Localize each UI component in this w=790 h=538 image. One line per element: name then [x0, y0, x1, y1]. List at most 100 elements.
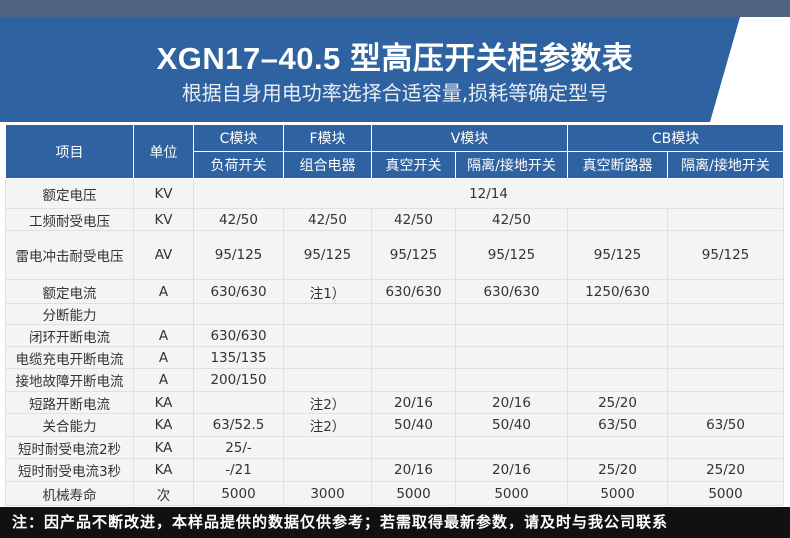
- spec-table: 项目 单位 C模块 F模块 V模块 CB模块 负荷开关 组合电器 真空开关 隔离…: [5, 124, 785, 506]
- table-row: 短时耐受电流3秒 KA -/21 20/16 20/16 25/20 25/20: [5, 458, 785, 482]
- table-row: 短路开断电流 KA 注2） 20/16 20/16 25/20: [5, 391, 785, 414]
- row-value: 5000: [567, 481, 669, 506]
- row-value: 20/16: [454, 391, 569, 414]
- table-row: 接地故障开断电流 A 200/150: [5, 368, 785, 392]
- row-value: 95/125: [567, 230, 669, 280]
- row-value: [667, 279, 785, 304]
- row-unit: KV: [133, 178, 194, 209]
- row-value: 135/135: [193, 346, 284, 369]
- row-value: 630/630: [371, 279, 456, 304]
- row-value: 注2）: [283, 413, 372, 437]
- row-value: 12/14: [192, 178, 785, 209]
- page-subtitle: 根据自身用电功率选择合适容量,损耗等确定型号: [181, 81, 609, 105]
- row-item: 机械寿命: [5, 481, 134, 506]
- footer-note: 注：因产品不断改进，本样品提供的数据仅供参考；若需取得最新参数，请及时与我公司联…: [0, 507, 790, 538]
- row-unit: A: [133, 324, 194, 347]
- page-title: XGN17–40.5 型高压开关柜参数表: [156, 41, 634, 76]
- row-value: 25/20: [667, 458, 785, 482]
- row-value: [667, 346, 785, 369]
- row-value: [283, 436, 372, 459]
- row-value: [283, 324, 372, 347]
- row-value: [283, 458, 372, 482]
- row-value: [371, 324, 456, 347]
- row-value: 63/50: [667, 413, 785, 437]
- row-value: [371, 368, 456, 392]
- table-row: 额定电流 A 630/630 注1） 630/630 630/630 1250/630: [5, 279, 785, 304]
- banner-band: [0, 17, 740, 122]
- row-value: 95/125: [371, 230, 456, 280]
- row-value: 95/125: [283, 230, 372, 280]
- row-value: 5000: [371, 481, 456, 506]
- row-item: 关合能力: [5, 413, 134, 437]
- row-item: 闭环开断电流: [5, 324, 134, 347]
- row-value: [283, 346, 372, 369]
- row-item: 电缆充电开断电流: [5, 346, 134, 369]
- row-value: 95/125: [454, 230, 569, 280]
- row-value: [454, 324, 569, 347]
- row-value: 1250/630: [567, 279, 669, 304]
- row-value: 25/20: [567, 458, 669, 482]
- row-unit: KA: [133, 436, 194, 459]
- title-banner: XGN17–40.5 型高压开关柜参数表 根据自身用电功率选择合适容量,损耗等确…: [0, 17, 790, 122]
- row-value: 20/16: [371, 458, 456, 482]
- row-unit: KV: [133, 208, 194, 231]
- row-item: 接地故障开断电流: [5, 368, 134, 392]
- row-value: 5000: [193, 481, 284, 506]
- row-value: [193, 303, 284, 325]
- row-unit: A: [133, 279, 194, 304]
- row-item: 额定电流: [5, 279, 134, 304]
- row-value: [667, 324, 785, 347]
- table-row: 分断能力: [5, 303, 785, 325]
- header-sub: 真空断路器: [567, 151, 669, 179]
- row-value: 630/630: [454, 279, 569, 304]
- row-unit: KA: [133, 391, 194, 414]
- table-row: 关合能力 KA 63/52.5 注2） 50/40 50/40 63/50 63/50: [5, 413, 785, 437]
- row-unit: A: [133, 346, 194, 369]
- row-value: [454, 368, 569, 392]
- header-unit: 单位: [133, 124, 194, 179]
- row-value: 42/50: [371, 208, 456, 231]
- row-value: [454, 346, 569, 369]
- row-item: 工频耐受电压: [5, 208, 134, 231]
- row-unit: [133, 303, 194, 325]
- row-unit: AV: [133, 230, 194, 280]
- header-sub: 真空开关: [371, 151, 456, 179]
- row-value: 50/40: [371, 413, 456, 437]
- row-value: [193, 391, 284, 414]
- row-value: 20/16: [454, 458, 569, 482]
- row-value: [567, 324, 669, 347]
- table-row: 工频耐受电压 KV 42/50 42/50 42/50 42/50: [5, 208, 785, 231]
- row-value: 42/50: [193, 208, 284, 231]
- row-value: 630/630: [193, 279, 284, 304]
- row-value: [667, 208, 785, 231]
- top-bar: [0, 0, 790, 17]
- table-row: 机械寿命次 5000 3000 5000 5000 5000 5000: [5, 481, 785, 506]
- header-sub: 隔离/接地开关: [454, 151, 569, 179]
- row-value: [567, 208, 669, 231]
- row-value: 5000: [454, 481, 569, 506]
- row-unit: 次: [133, 481, 194, 506]
- row-value: 63/52.5: [193, 413, 284, 437]
- row-value: 63/50: [567, 413, 669, 437]
- table-row: 短时耐受电流2秒 KA 25/-: [5, 436, 785, 459]
- row-value: -/21: [193, 458, 284, 482]
- row-value: [371, 346, 456, 369]
- row-value: 注2）: [283, 391, 372, 414]
- row-value: [567, 303, 669, 325]
- row-value: [371, 303, 456, 325]
- table-row: 额定电压 KV 12/14: [5, 178, 785, 209]
- row-item: 额定电压: [5, 178, 134, 209]
- row-unit: KA: [133, 413, 194, 437]
- row-value: [667, 436, 785, 459]
- row-value: [567, 346, 669, 369]
- row-unit: A: [133, 368, 194, 392]
- header-sub: 组合电器: [283, 151, 372, 179]
- header-sub: 负荷开关: [193, 151, 284, 179]
- row-value: 25/-: [193, 436, 284, 459]
- row-value: 42/50: [454, 208, 569, 231]
- header-group-v: V模块: [370, 124, 569, 152]
- row-value: [667, 303, 785, 325]
- row-value: 5000: [667, 481, 785, 506]
- row-value: 20/16: [371, 391, 456, 414]
- table-body: 额定电压 KV 12/14 工频耐受电压 KV 42/50 42/50 42/50 42/50 雷…: [5, 178, 785, 506]
